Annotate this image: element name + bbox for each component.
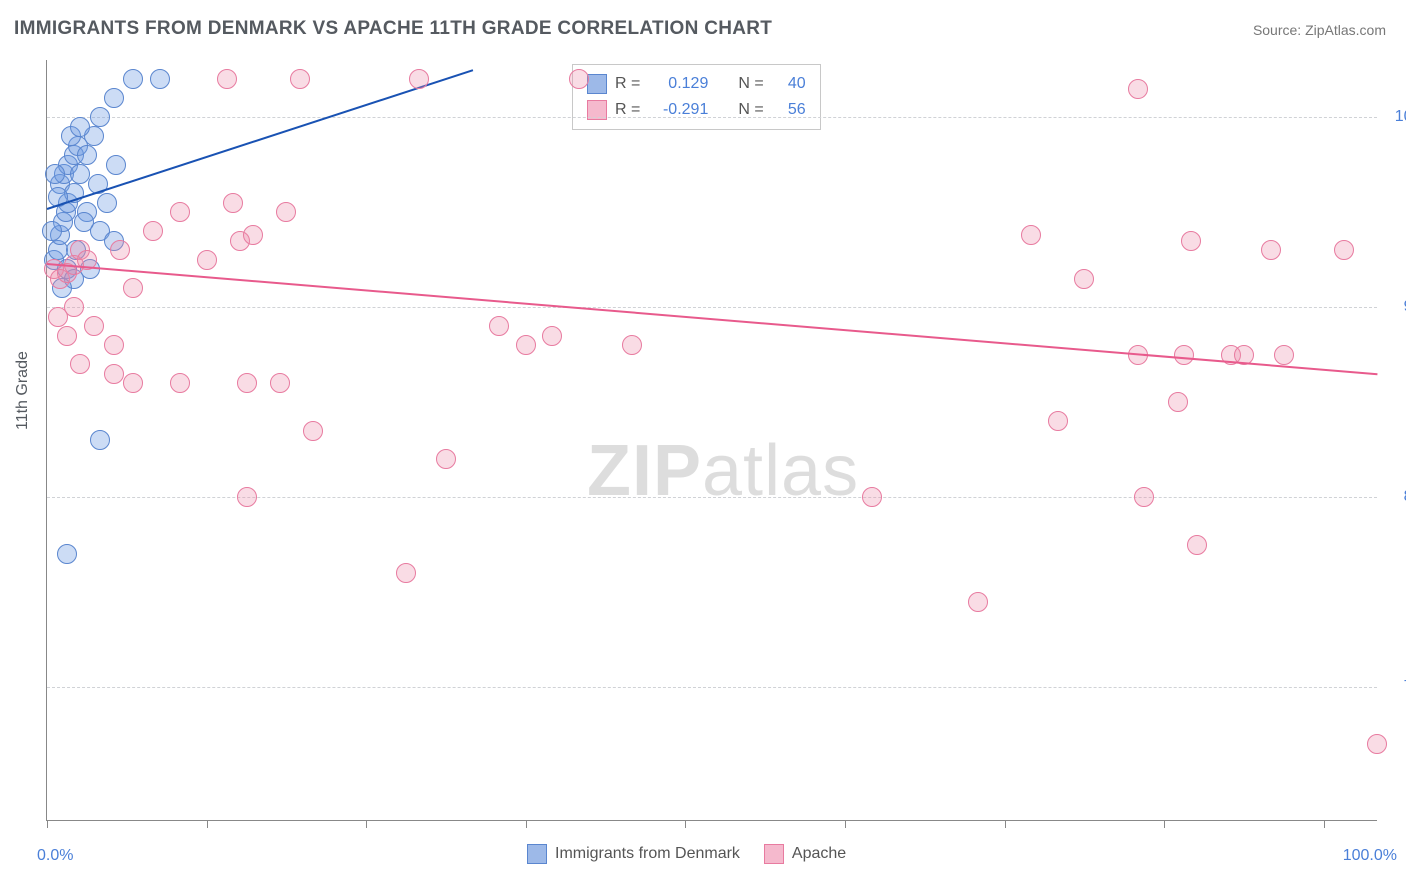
x-tick	[845, 820, 846, 828]
data-point-apache	[1187, 535, 1207, 555]
chart-title: IMMIGRANTS FROM DENMARK VS APACHE 11TH G…	[14, 18, 772, 40]
data-point-apache	[1367, 734, 1387, 754]
data-point-apache	[104, 335, 124, 355]
data-point-denmark	[57, 544, 77, 564]
data-point-denmark	[150, 69, 170, 89]
data-point-apache	[237, 487, 257, 507]
data-point-denmark	[123, 69, 143, 89]
data-point-denmark	[74, 212, 94, 232]
data-point-apache	[217, 69, 237, 89]
data-point-denmark	[90, 430, 110, 450]
data-point-apache	[84, 316, 104, 336]
data-point-apache	[1134, 487, 1154, 507]
data-point-apache	[290, 69, 310, 89]
data-point-apache	[489, 316, 509, 336]
x-tick-max: 100.0%	[1343, 847, 1397, 865]
y-tick-label: 100.0%	[1395, 108, 1406, 126]
legend-swatch-denmark	[527, 844, 547, 864]
data-point-denmark	[45, 164, 65, 184]
data-point-apache	[48, 307, 68, 327]
data-point-apache	[237, 373, 257, 393]
legend-item-apache: Apache	[764, 844, 846, 864]
data-point-apache	[1128, 79, 1148, 99]
data-point-apache	[143, 221, 163, 241]
x-tick	[1324, 820, 1325, 828]
n-label: N =	[738, 75, 763, 93]
data-point-apache	[1274, 345, 1294, 365]
x-tick	[207, 820, 208, 828]
data-point-apache	[542, 326, 562, 346]
data-point-apache	[516, 335, 536, 355]
data-point-apache	[1174, 345, 1194, 365]
gridline-h	[47, 117, 1377, 118]
data-point-apache	[110, 240, 130, 260]
data-point-apache	[1261, 240, 1281, 260]
x-tick	[1005, 820, 1006, 828]
x-tick	[366, 820, 367, 828]
data-point-apache	[409, 69, 429, 89]
data-point-denmark	[106, 155, 126, 175]
data-point-apache	[276, 202, 296, 222]
data-point-apache	[396, 563, 416, 583]
r-label: R =	[615, 75, 640, 93]
legend-swatch-apache	[764, 844, 784, 864]
data-point-apache	[170, 373, 190, 393]
x-tick	[685, 820, 686, 828]
data-point-denmark	[104, 88, 124, 108]
data-point-apache	[1168, 392, 1188, 412]
x-tick	[1164, 820, 1165, 828]
legend-swatch-denmark	[587, 74, 607, 94]
r-value: 0.129	[648, 75, 708, 93]
x-tick-min: 0.0%	[37, 847, 73, 865]
data-point-apache	[104, 364, 124, 384]
data-point-apache	[1021, 225, 1041, 245]
gridline-h	[47, 687, 1377, 688]
data-point-apache	[862, 487, 882, 507]
legend-label: Apache	[792, 845, 846, 863]
x-tick	[526, 820, 527, 828]
source-label: Source: ZipAtlas.com	[1253, 22, 1386, 38]
data-point-apache	[1048, 411, 1068, 431]
watermark: ZIPatlas	[587, 430, 859, 512]
data-point-apache	[170, 202, 190, 222]
data-point-apache	[303, 421, 323, 441]
data-point-denmark	[77, 145, 97, 165]
n-value: 40	[772, 75, 806, 93]
legend-row-denmark: R = 0.129 N = 40	[587, 71, 806, 97]
data-point-denmark	[42, 221, 62, 241]
series-legend: Immigrants from Denmark Apache	[527, 844, 846, 864]
trend-line-apache	[47, 263, 1377, 375]
data-point-apache	[569, 69, 589, 89]
legend-label: Immigrants from Denmark	[555, 845, 740, 863]
scatter-chart: ZIPatlas R =0.129N =40R =-0.291N =56 Imm…	[46, 60, 1377, 821]
data-point-apache	[243, 225, 263, 245]
data-point-apache	[436, 449, 456, 469]
data-point-apache	[123, 278, 143, 298]
gridline-h	[47, 307, 1377, 308]
data-point-apache	[1334, 240, 1354, 260]
data-point-apache	[197, 250, 217, 270]
data-point-denmark	[90, 107, 110, 127]
x-tick	[47, 820, 48, 828]
legend-item-denmark: Immigrants from Denmark	[527, 844, 740, 864]
data-point-apache	[968, 592, 988, 612]
correlation-legend: R = 0.129 N = 40 R =-0.291N =56	[572, 64, 821, 130]
data-point-apache	[1074, 269, 1094, 289]
data-point-denmark	[97, 193, 117, 213]
data-point-apache	[57, 326, 77, 346]
data-point-apache	[123, 373, 143, 393]
data-point-apache	[1181, 231, 1201, 251]
data-point-apache	[223, 193, 243, 213]
data-point-apache	[70, 354, 90, 374]
data-point-apache	[270, 373, 290, 393]
data-point-denmark	[70, 117, 90, 137]
legend-row-apache: R =-0.291N =56	[587, 97, 806, 123]
data-point-apache	[622, 335, 642, 355]
y-axis-title: 11th Grade	[14, 351, 32, 430]
